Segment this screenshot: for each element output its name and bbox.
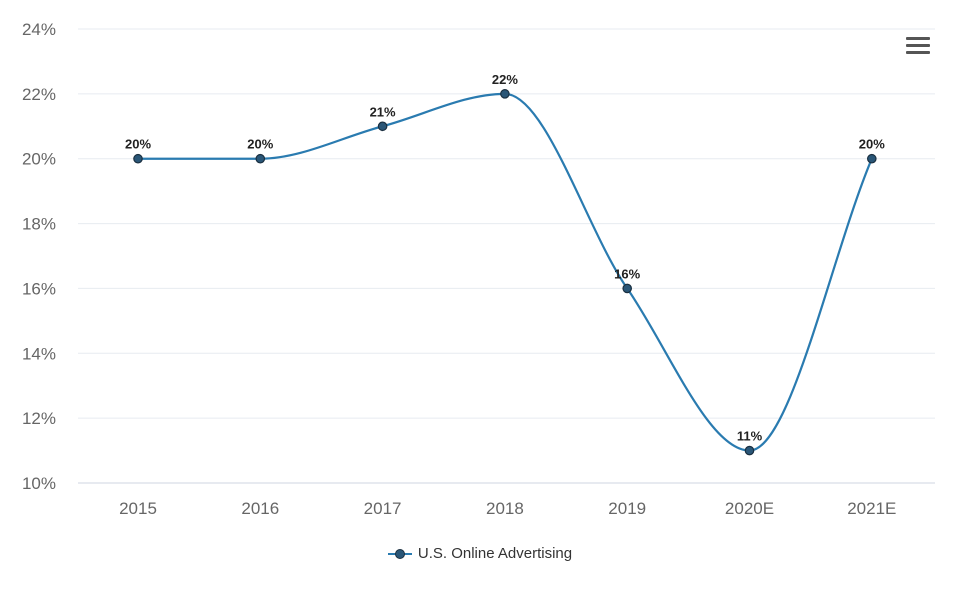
y-tick-label: 14% <box>22 344 56 363</box>
y-tick-label: 16% <box>22 279 56 298</box>
legend-swatch <box>387 547 412 561</box>
x-tick-label: 2021E <box>847 499 896 518</box>
x-tick-label: 2019 <box>608 499 646 518</box>
legend-label: U.S. Online Advertising <box>417 545 573 562</box>
y-tick-label: 12% <box>22 409 56 428</box>
data-label: 20% <box>125 137 151 152</box>
data-point-marker <box>622 283 632 294</box>
data-point-marker <box>133 153 143 164</box>
data-label: 11% <box>737 429 763 444</box>
legend: U.S. Online Advertising <box>0 545 960 569</box>
data-label: 20% <box>247 137 273 152</box>
series-layer <box>138 92 873 452</box>
x-tick-label: 2016 <box>241 499 279 518</box>
x-tick-label: 2015 <box>119 499 157 518</box>
data-point-marker <box>500 89 510 99</box>
y-tick-label: 20% <box>22 150 56 169</box>
data-point-marker <box>377 121 388 132</box>
y-tick-label: 18% <box>22 215 56 234</box>
hamburger-menu-icon[interactable] <box>904 34 932 58</box>
data-point-marker <box>866 153 877 164</box>
x-axis-tick-labels: 2015 2016 2017 2018 2019 2020E 2021E <box>119 499 896 518</box>
series-line-us-online-advertising <box>138 92 873 452</box>
y-tick-label: 10% <box>22 474 56 493</box>
x-tick-label: 2018 <box>486 499 524 518</box>
data-label: 22% <box>492 72 518 87</box>
data-point-marker <box>255 153 266 164</box>
y-axis-tick-labels: 10% 12% 14% 16% 18% 20% 22% 24% <box>22 20 56 493</box>
x-tick-label: 2020E <box>725 499 774 518</box>
data-label-layer: 20% 20% 21% 22% 16% 11% 20% <box>125 72 885 444</box>
marker-layer <box>133 89 877 456</box>
x-tick-label: 2017 <box>364 499 402 518</box>
data-point-marker <box>744 445 755 456</box>
data-label: 21% <box>370 104 396 119</box>
legend-item-us-online-advertising[interactable]: U.S. Online Advertising <box>387 545 573 562</box>
y-tick-label: 22% <box>22 85 56 104</box>
data-label: 20% <box>859 137 885 152</box>
data-label: 16% <box>614 266 640 281</box>
y-tick-label: 24% <box>22 20 56 39</box>
